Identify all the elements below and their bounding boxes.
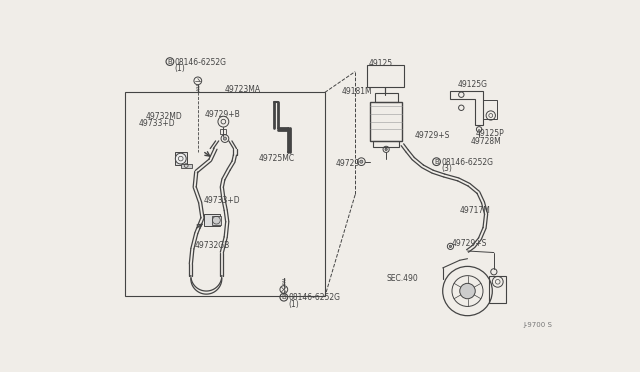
Circle shape: [223, 137, 227, 140]
Text: 49729+S: 49729+S: [415, 131, 450, 140]
Text: J-9700 S: J-9700 S: [524, 322, 552, 328]
Text: 49728M: 49728M: [470, 137, 501, 146]
Text: 49729+S: 49729+S: [452, 240, 488, 248]
Circle shape: [360, 160, 363, 163]
Text: B: B: [282, 294, 286, 300]
Bar: [125, 92, 325, 296]
Text: 49729: 49729: [336, 158, 360, 168]
Circle shape: [385, 148, 387, 151]
Text: 49732GB: 49732GB: [195, 241, 230, 250]
Text: B: B: [434, 159, 439, 165]
Bar: [175, 153, 187, 165]
Text: 49733+D: 49733+D: [139, 119, 175, 128]
Text: SEC.490: SEC.490: [387, 274, 419, 283]
Bar: [489, 276, 506, 302]
Circle shape: [449, 245, 452, 247]
Text: 49732MD: 49732MD: [146, 112, 182, 121]
Text: 49733+D: 49733+D: [204, 196, 241, 205]
Text: (3): (3): [441, 164, 452, 173]
Bar: [370, 102, 403, 141]
Text: 08146-6252G: 08146-6252G: [175, 58, 227, 67]
Text: B: B: [168, 58, 172, 65]
Bar: [374, 93, 397, 102]
Circle shape: [175, 153, 186, 164]
Text: (1): (1): [175, 64, 186, 73]
Text: (1): (1): [289, 299, 300, 308]
Bar: [373, 141, 399, 147]
Bar: [483, 100, 497, 119]
Text: 49125P: 49125P: [476, 129, 504, 138]
Text: 49717M: 49717M: [460, 206, 491, 215]
Circle shape: [460, 283, 476, 299]
Text: 49729+B: 49729+B: [205, 110, 241, 119]
Bar: [212, 216, 221, 225]
Text: 49125G: 49125G: [458, 80, 488, 89]
Text: 08146-6252G: 08146-6252G: [441, 158, 493, 167]
Bar: [367, 65, 404, 87]
Text: 49725MC: 49725MC: [259, 154, 294, 163]
Bar: [180, 164, 191, 168]
Text: 08146-6252G: 08146-6252G: [289, 294, 340, 302]
Bar: [220, 129, 227, 134]
Text: 49723MA: 49723MA: [225, 85, 261, 94]
Text: 49125: 49125: [368, 58, 392, 67]
Bar: [204, 214, 220, 226]
Text: 49181M: 49181M: [341, 87, 372, 96]
